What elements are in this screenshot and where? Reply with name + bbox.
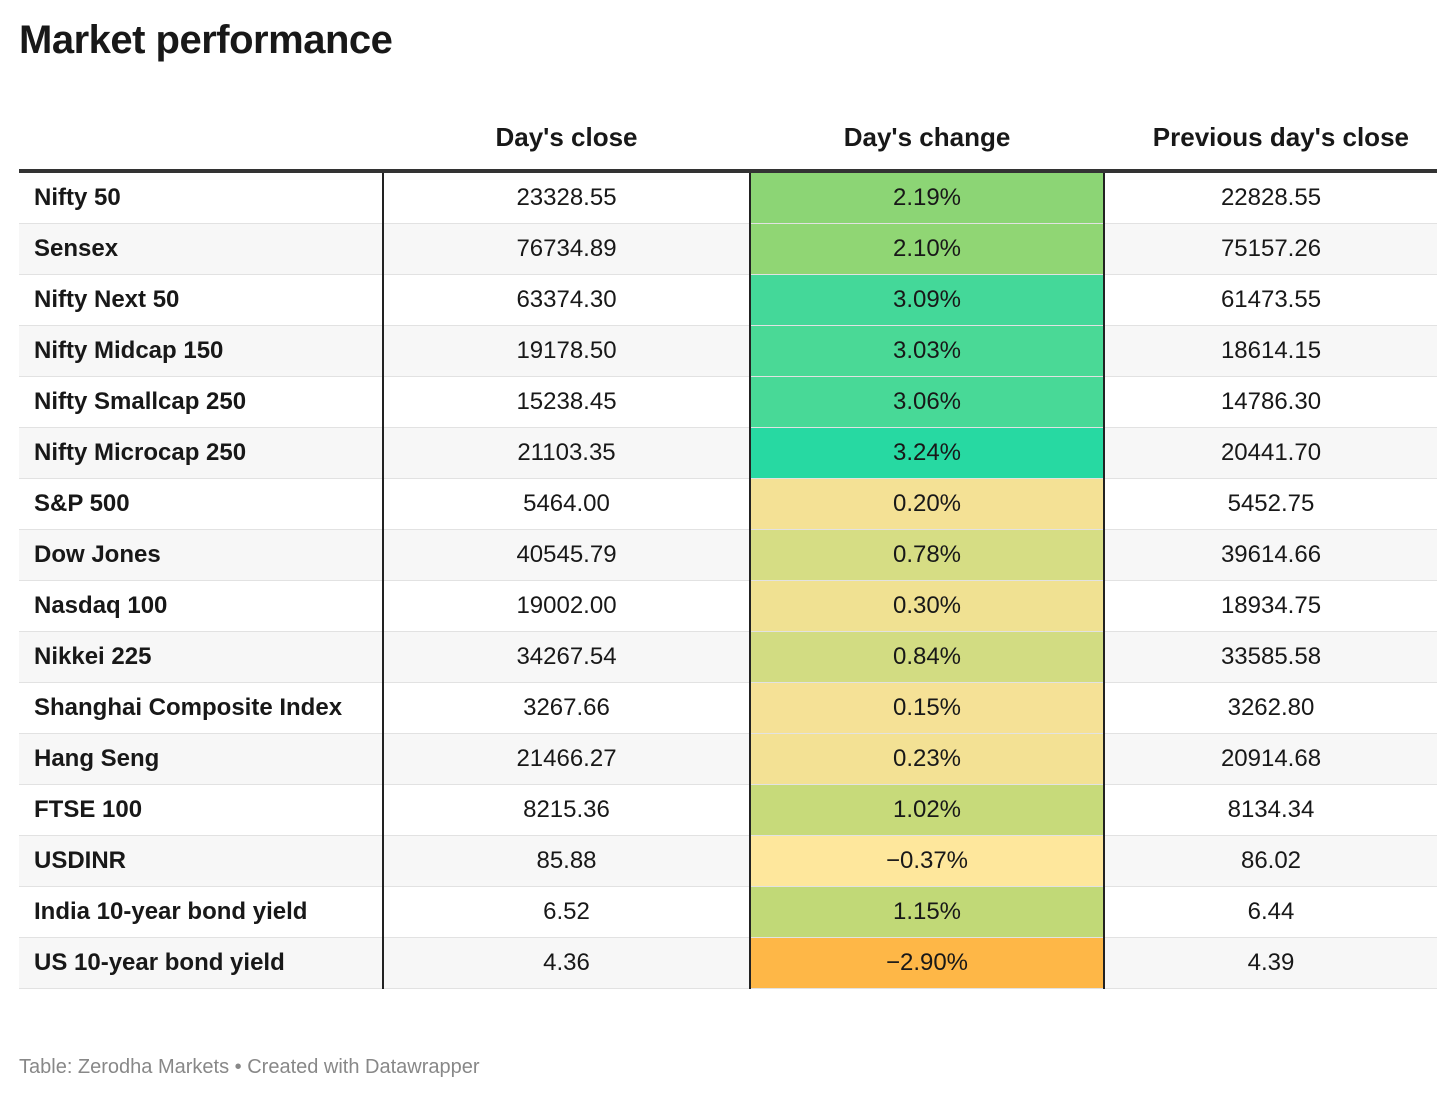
day-close-cell: 40545.79: [382, 529, 750, 581]
prev-close-cell: 86.02: [1104, 835, 1437, 887]
table-row: Dow Jones 40545.79 0.78% 39614.66: [19, 529, 1437, 581]
day-close-cell: 3267.66: [382, 682, 750, 734]
row-name-cell: USDINR: [19, 835, 383, 887]
prev-close-cell: 6.44: [1104, 886, 1437, 938]
table-row: S&P 500 5464.00 0.20% 5452.75: [19, 478, 1437, 530]
day-change-cell: 0.84%: [749, 631, 1105, 683]
day-change-cell: 0.78%: [749, 529, 1105, 581]
prev-close-cell: 20914.68: [1104, 733, 1437, 785]
prev-close-cell: 20441.70: [1104, 427, 1437, 479]
source-footer: Table: Zerodha Markets • Created with Da…: [19, 1056, 480, 1078]
table-row: India 10-year bond yield 6.52 1.15% 6.44: [19, 886, 1437, 938]
row-name-cell: Nifty Smallcap 250: [19, 376, 383, 428]
day-change-cell: 1.02%: [749, 784, 1105, 836]
table-row: Nifty Microcap 250 21103.35 3.24% 20441.70: [19, 427, 1437, 479]
prev-close-cell: 75157.26: [1104, 223, 1437, 275]
table-row: Nifty Midcap 150 19178.50 3.03% 18614.15: [19, 325, 1437, 377]
table-row: Nasdaq 100 19002.00 0.30% 18934.75: [19, 580, 1437, 632]
row-name-cell: US 10-year bond yield: [19, 937, 383, 989]
day-close-cell: 8215.36: [382, 784, 750, 836]
table-row: Nifty 50 23328.55 2.19% 22828.55: [19, 171, 1437, 224]
column-header-change: Day's change: [750, 108, 1104, 173]
row-name-cell: Nifty Next 50: [19, 274, 383, 326]
day-close-cell: 23328.55: [382, 171, 750, 224]
prev-close-cell: 18934.75: [1104, 580, 1437, 632]
prev-close-cell: 61473.55: [1104, 274, 1437, 326]
row-name-cell: Nifty 50: [19, 171, 383, 224]
table-row: Shanghai Composite Index 3267.66 0.15% 3262…: [19, 682, 1437, 734]
day-close-cell: 4.36: [382, 937, 750, 989]
prev-close-cell: 18614.15: [1104, 325, 1437, 377]
day-change-cell: 3.09%: [749, 274, 1105, 326]
day-close-cell: 15238.45: [382, 376, 750, 428]
day-change-cell: 1.15%: [749, 886, 1105, 938]
day-change-cell: 0.20%: [749, 478, 1105, 530]
day-change-cell: −0.37%: [749, 835, 1105, 887]
day-change-cell: 3.03%: [749, 325, 1105, 377]
table-row: Nifty Next 50 63374.30 3.09% 61473.55: [19, 274, 1437, 326]
day-close-cell: 19178.50: [382, 325, 750, 377]
day-change-cell: 0.30%: [749, 580, 1105, 632]
day-close-cell: 21466.27: [382, 733, 750, 785]
row-name-cell: Nikkei 225: [19, 631, 383, 683]
day-change-cell: 3.06%: [749, 376, 1105, 428]
prev-close-cell: 5452.75: [1104, 478, 1437, 530]
row-name-cell: Sensex: [19, 223, 383, 275]
header-row: Day's close Day's change Previous day's …: [19, 108, 1437, 173]
day-change-cell: 2.10%: [749, 223, 1105, 275]
day-close-cell: 85.88: [382, 835, 750, 887]
day-change-cell: −2.90%: [749, 937, 1105, 989]
row-name-cell: Dow Jones: [19, 529, 383, 581]
column-header-name: [19, 108, 383, 173]
prev-close-cell: 3262.80: [1104, 682, 1437, 734]
column-header-close: Day's close: [383, 108, 750, 173]
day-close-cell: 6.52: [382, 886, 750, 938]
table-row: USDINR 85.88 −0.37% 86.02: [19, 835, 1437, 887]
day-close-cell: 21103.35: [382, 427, 750, 479]
day-close-cell: 34267.54: [382, 631, 750, 683]
row-name-cell: FTSE 100: [19, 784, 383, 836]
row-name-cell: India 10-year bond yield: [19, 886, 383, 938]
row-name-cell: Nasdaq 100: [19, 580, 383, 632]
row-name-cell: S&P 500: [19, 478, 383, 530]
prev-close-cell: 14786.30: [1104, 376, 1437, 428]
day-close-cell: 76734.89: [382, 223, 750, 275]
table-row: Hang Seng 21466.27 0.23% 20914.68: [19, 733, 1437, 785]
market-table: Day's close Day's change Previous day's …: [19, 108, 1437, 989]
prev-close-cell: 8134.34: [1104, 784, 1437, 836]
day-change-cell: 0.15%: [749, 682, 1105, 734]
day-close-cell: 5464.00: [382, 478, 750, 530]
table-row: FTSE 100 8215.36 1.02% 8134.34: [19, 784, 1437, 836]
table-row: US 10-year bond yield 4.36 −2.90% 4.39: [19, 937, 1437, 989]
table-row: Nifty Smallcap 250 15238.45 3.06% 14786.30: [19, 376, 1437, 428]
column-header-prev: Previous day's close: [1104, 108, 1437, 173]
table-row: Sensex 76734.89 2.10% 75157.26: [19, 223, 1437, 275]
row-name-cell: Shanghai Composite Index: [19, 682, 383, 734]
day-change-cell: 3.24%: [749, 427, 1105, 479]
day-close-cell: 19002.00: [382, 580, 750, 632]
page-title: Market performance: [19, 18, 393, 62]
table-row: Nikkei 225 34267.54 0.84% 33585.58: [19, 631, 1437, 683]
day-change-cell: 2.19%: [749, 171, 1105, 224]
row-name-cell: Hang Seng: [19, 733, 383, 785]
day-change-cell: 0.23%: [749, 733, 1105, 785]
prev-close-cell: 33585.58: [1104, 631, 1437, 683]
prev-close-cell: 4.39: [1104, 937, 1437, 989]
row-name-cell: Nifty Microcap 250: [19, 427, 383, 479]
prev-close-cell: 39614.66: [1104, 529, 1437, 581]
prev-close-cell: 22828.55: [1104, 171, 1437, 224]
row-name-cell: Nifty Midcap 150: [19, 325, 383, 377]
day-close-cell: 63374.30: [382, 274, 750, 326]
